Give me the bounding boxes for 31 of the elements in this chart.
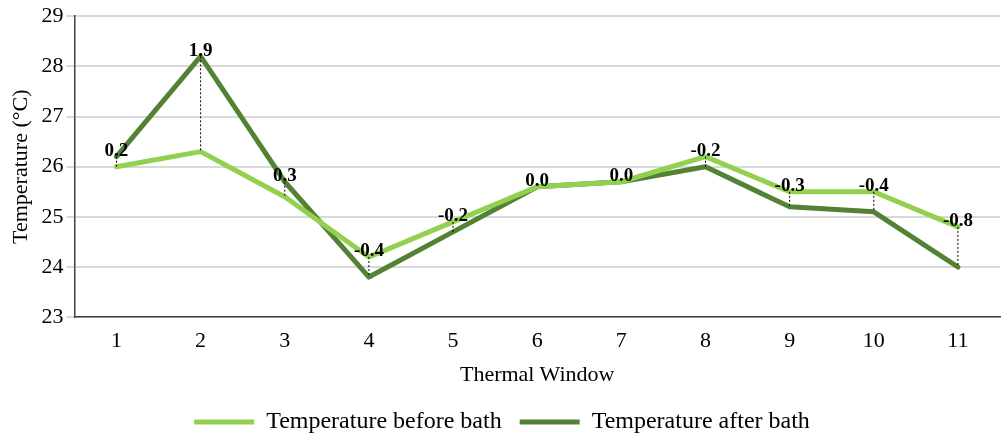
x-tick-label: 5 bbox=[447, 327, 459, 353]
x-tick-label: 7 bbox=[615, 327, 627, 353]
annotation: -0.8 bbox=[942, 209, 973, 231]
x-tick-label: 6 bbox=[531, 327, 543, 353]
x-tick-label: 4 bbox=[363, 327, 375, 353]
annotation: 0.0 bbox=[525, 169, 550, 191]
y-tick-label: 28 bbox=[41, 52, 64, 78]
y-tick-label: 24 bbox=[41, 252, 64, 278]
x-tick-label: 8 bbox=[699, 327, 711, 353]
legend-label: Temperature before bath bbox=[266, 407, 502, 434]
annotation: -0.4 bbox=[353, 239, 385, 261]
annotation: 0.0 bbox=[609, 164, 634, 186]
x-tick-label: 1 bbox=[110, 327, 122, 353]
annotation: -0.4 bbox=[858, 174, 890, 196]
y-tick-label: 25 bbox=[41, 202, 64, 228]
annotation: -0.2 bbox=[690, 139, 721, 161]
x-tick-label: 11 bbox=[947, 327, 969, 353]
x-axis-title: Thermal Window bbox=[459, 360, 615, 386]
y-tick-label: 29 bbox=[41, 1, 64, 27]
annotation: -0.3 bbox=[774, 174, 805, 196]
x-tick-label: 2 bbox=[195, 327, 207, 353]
y-tick-label: 26 bbox=[41, 152, 64, 178]
y-axis-title: Temperature (°C) bbox=[6, 89, 32, 244]
annotation: -0.2 bbox=[438, 204, 469, 226]
x-tick-label: 9 bbox=[784, 327, 796, 353]
y-tick-label: 27 bbox=[41, 102, 64, 128]
x-tick-label: 3 bbox=[279, 327, 291, 353]
x-tick-label: 10 bbox=[862, 327, 885, 353]
annotation: 1.9 bbox=[188, 38, 213, 60]
y-tick-label: 23 bbox=[41, 302, 64, 328]
legend-label: Temperature after bath bbox=[591, 407, 810, 434]
